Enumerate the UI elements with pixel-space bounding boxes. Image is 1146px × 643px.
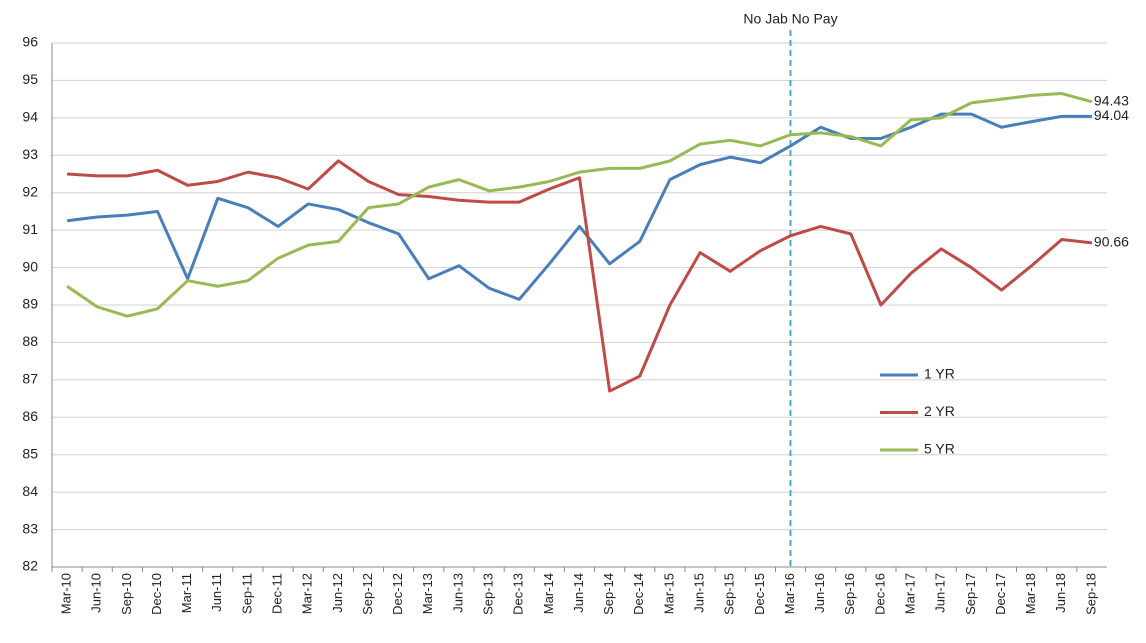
y-tick-label: 83 [22, 520, 38, 536]
series-line [66, 159, 1093, 393]
x-tick-label: Sep-18 [1083, 573, 1098, 615]
y-tick-label: 94 [22, 109, 38, 125]
legend-label: 2 YR [924, 403, 955, 419]
x-tick-label: Sep-17 [963, 573, 978, 615]
x-tick-label: Sep-12 [360, 573, 375, 615]
data-label: 90.66 [1094, 234, 1129, 250]
data-label: 94.04 [1094, 107, 1129, 123]
y-tick-label: 87 [22, 371, 38, 387]
y-tick-label: 85 [22, 445, 38, 461]
x-tick-label: Sep-15 [722, 573, 737, 615]
y-tick-label: 89 [22, 296, 38, 312]
x-tick-label: Mar-12 [300, 573, 315, 614]
x-tick-label: Sep-11 [239, 573, 254, 614]
x-tick-label: Mar-18 [1023, 573, 1038, 614]
x-tick-label: Jun-11 [209, 573, 224, 612]
x-tick-label: Jun-12 [330, 573, 345, 613]
x-tick-label: Mar-14 [541, 573, 556, 614]
x-tick-label: Mar-17 [903, 573, 918, 614]
x-tick-label: Dec-17 [993, 573, 1008, 615]
legend-label: 1 YR [924, 366, 955, 382]
x-tick-label: Mar-11 [179, 573, 194, 613]
x-tick-label: Jun-18 [1053, 573, 1068, 613]
x-tick-label: Dec-13 [511, 573, 526, 615]
x-tick-label: Sep-13 [481, 573, 496, 615]
x-tick-label: Dec-12 [390, 573, 405, 615]
x-tick-label: Mar-13 [420, 573, 435, 614]
x-tick-label: Dec-11 [270, 573, 285, 614]
x-tick-label: Mar-15 [661, 573, 676, 614]
y-tick-label: 84 [22, 483, 38, 499]
x-tick-label: Dec-10 [149, 573, 164, 615]
y-tick-label: 82 [22, 558, 38, 574]
x-tick-label: Jun-10 [89, 573, 104, 613]
x-tick-label: Jun-16 [812, 573, 827, 613]
x-tick-label: Jun-13 [450, 573, 465, 613]
y-tick-label: 92 [22, 183, 38, 199]
x-tick-label: Jun-14 [571, 573, 586, 613]
x-tick-label: Mar-10 [59, 573, 74, 614]
x-tick-label: Sep-14 [601, 573, 616, 615]
y-tick-label: 96 [22, 34, 38, 50]
annotation-text: No Jab No Pay [743, 11, 837, 27]
series-line [66, 92, 1093, 318]
y-tick-label: 95 [22, 71, 38, 87]
y-tick-label: 90 [22, 258, 38, 274]
series-line [66, 112, 1092, 301]
y-tick-label: 88 [22, 333, 38, 349]
data-label: 94.43 [1094, 92, 1129, 108]
x-tick-label: Sep-10 [119, 573, 134, 615]
x-tick-label: Mar-16 [782, 573, 797, 614]
y-tick-label: 91 [22, 221, 38, 237]
y-tick-label: 86 [22, 408, 38, 424]
x-tick-label: Dec-15 [752, 573, 767, 615]
legend-label: 5 YR [924, 441, 955, 457]
x-tick-label: Jun-17 [933, 573, 948, 613]
x-tick-label: Dec-14 [631, 573, 646, 615]
x-tick-label: Sep-16 [842, 573, 857, 615]
x-tick-label: Jun-15 [692, 573, 707, 613]
y-tick-label: 93 [22, 146, 38, 162]
x-tick-label: Dec-16 [872, 573, 887, 615]
